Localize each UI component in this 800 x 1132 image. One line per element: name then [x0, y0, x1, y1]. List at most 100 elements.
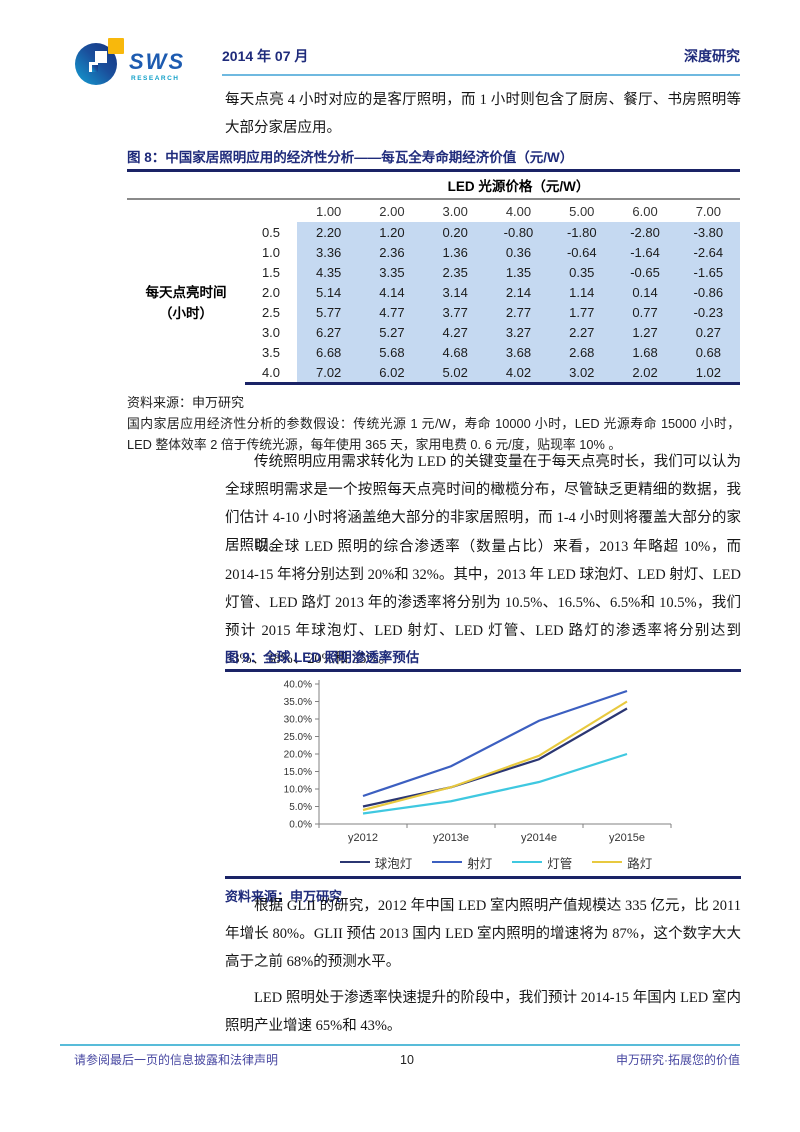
page-number: 10 [400, 1052, 414, 1067]
table-value-cell: 3.77 [423, 302, 487, 322]
table-value-cell: 1.35 [486, 262, 551, 282]
table-hour-label: 1.0 [261, 244, 281, 260]
report-date: 2014 年 07 月 [222, 48, 309, 64]
y-tick-label: 0.0% [289, 820, 312, 831]
table-hour-label: 3.5 [261, 344, 281, 360]
table-value-cell: -0.65 [613, 262, 677, 282]
y-tick-label: 15.0% [284, 767, 312, 778]
logo-text: SWS [129, 49, 185, 74]
table-value-cell: -1.65 [676, 262, 740, 282]
table-value-cell: 3.14 [423, 282, 487, 302]
table-row: 3.5 6.68 5.68 4.68 3.68 2.68 1.68 0.68 [127, 342, 740, 362]
y-tick-label: 35.0% [284, 697, 312, 708]
table-value-cell: 2.14 [486, 282, 551, 302]
figure8-note: 国内家居应用经济性分析的参数假设：传统光源 1 元/W，寿命 10000 小时，… [127, 416, 740, 452]
series-line-射灯 [362, 689, 628, 798]
table-row: 2.0 5.14 4.14 3.14 2.14 1.14 0.14 -0.86 [127, 282, 740, 302]
table-value-cell: 3.68 [486, 342, 551, 362]
penetration-chart: 0.0% 5.0% 10.0% 15.0% 20.0% 25.0% 30.0% 35.0% 40… [281, 676, 711, 853]
table-value-cell: 6.68 [297, 342, 361, 362]
table-hour-label: 4.0 [245, 362, 297, 385]
table-row-group-label: 每天点亮时间 （小时） [127, 222, 245, 384]
figure8-source: 资料来源：申万研究 [127, 395, 245, 410]
x-tick-label: y2015e [609, 832, 645, 844]
table-value-cell: 6.27 [297, 322, 361, 342]
x-tick-label: y2014e [521, 832, 557, 844]
paragraph-glii: 根据 GLII 的研究，2012 年中国 LED 室内照明产值规模达 335 亿… [225, 898, 741, 970]
table-value-cell: 0.68 [676, 342, 740, 362]
table-value-cell: 2.77 [486, 302, 551, 322]
table-value-cell: 2.20 [297, 222, 361, 242]
table-value-cell: 4.68 [423, 342, 487, 362]
chart-canvas: 0.0% 5.0% 10.0% 15.0% 20.0% 25.0% 30.0% 35.0% 40… [284, 680, 672, 844]
table-value-cell: 1.14 [550, 282, 614, 302]
table-column-header: 6.00 [632, 203, 658, 219]
table-empty-corner [127, 199, 297, 222]
table-column-header: 2.00 [379, 203, 405, 219]
table-value-cell: 7.02 [297, 362, 361, 385]
table-value-cell: 5.02 [423, 362, 487, 385]
table-value-cell: 0.35 [550, 262, 614, 282]
chart-legend: 球泡灯 射灯 灯管 路灯 [281, 853, 711, 871]
table-value-cell: 6.02 [360, 362, 424, 385]
table-value-cell: 3.27 [486, 322, 551, 342]
report-type: 深度研究 [684, 48, 740, 64]
footer-rule [60, 1044, 740, 1046]
page-header: 2014 年 07 月 深度研究 [222, 46, 740, 76]
table-value-cell: -2.80 [613, 222, 677, 242]
series-line-球泡灯 [362, 707, 628, 808]
table-group-header-row: LED 光源价格（元/W） [127, 172, 740, 200]
legend-item: 射灯 [432, 853, 492, 872]
paragraph-growth: LED 照明处于渗透率快速提升的阶段中，我们预计 2014-15 年国内 LED… [225, 990, 741, 1034]
footer-disclaimer: 请参阅最后一页的信息披露和法律声明 [74, 1053, 279, 1067]
table-column-header: 7.00 [695, 203, 721, 219]
page-footer: 请参阅最后一页的信息披露和法律声明 10 申万研究·拓展您的价值 [60, 1051, 740, 1068]
legend-swatch [512, 861, 543, 863]
table-value-cell: 2.35 [423, 262, 487, 282]
legend-label: 射灯 [467, 856, 493, 871]
series-line-路灯 [362, 700, 628, 812]
paragraph-penetration: 以全球 LED 照明的综合渗透率（数量占比）来看，2013 年略超 10%，而 … [225, 539, 741, 667]
table-value-cell: -2.64 [676, 242, 740, 262]
logo-subtext: RESEARCH [131, 75, 179, 82]
table-value-cell: -0.86 [676, 282, 740, 302]
table-value-cell: -1.80 [550, 222, 614, 242]
figure8-title: 图 8：中国家居照明应用的经济性分析——每瓦全寿命期经济价值（元/W） [127, 146, 740, 172]
table-value-cell: -0.80 [486, 222, 551, 242]
sws-logo: SWS RESEARCH [72, 34, 190, 93]
table-column-header-row: 1.00 2.00 3.00 4.00 5.00 6.00 7.00 [127, 199, 740, 222]
paragraph-intro: 每天点亮 4 小时对应的是客厅照明，而 1 小时则包含了厨房、餐厅、书房照明等大… [225, 92, 741, 136]
table-value-cell: 5.68 [360, 342, 424, 362]
figure9-block: 图 9：全球 LED 照明渗透率预估 0.0% 5.0% 10.0% 15.0% 20.… [225, 646, 741, 905]
table-value-cell: -0.64 [550, 242, 614, 262]
legend-item: 球泡灯 [339, 853, 412, 872]
table-row: 4.0 7.02 6.02 5.02 4.02 3.02 2.02 1.02 [127, 362, 740, 385]
table-hour-label: 2.5 [261, 304, 281, 320]
table-value-cell: 1.77 [550, 302, 614, 322]
table-value-cell: 2.02 [613, 362, 677, 385]
legend-swatch [339, 861, 370, 863]
figure8-table: LED 光源价格（元/W） 1.00 2.00 3.00 4.00 5.00 6.00 7.… [127, 172, 740, 385]
table-empty-corner [127, 172, 297, 200]
table-value-cell: 2.68 [550, 342, 614, 362]
table-row: 1.5 4.35 3.35 2.35 1.35 0.35 -0.65 -1.65 [127, 262, 740, 282]
table-hour-label: 0.5 [261, 224, 281, 240]
legend-label: 灯管 [547, 856, 573, 871]
footer-slogan: 申万研究·拓展您的价值 [616, 1053, 740, 1067]
table-value-cell: 0.14 [613, 282, 677, 302]
table-value-cell: 1.36 [423, 242, 487, 262]
table-group-header: LED 光源价格（元/W） [297, 172, 740, 200]
y-tick-label: 20.0% [284, 750, 312, 761]
table-value-cell: 1.20 [360, 222, 424, 242]
figure9-title: 图 9：全球 LED 照明渗透率预估 [225, 646, 741, 672]
table-value-cell: 4.77 [360, 302, 424, 322]
row-group-label-line2: （小时） [159, 305, 213, 321]
figure8-block: 图 8：中国家居照明应用的经济性分析——每瓦全寿命期经济价值（元/W） LED … [127, 146, 740, 455]
table-column-header: 1.00 [315, 203, 342, 219]
y-tick-label: 10.0% [284, 785, 312, 796]
table-value-cell: 1.27 [613, 322, 677, 342]
table-value-cell: 0.20 [423, 222, 487, 242]
logo-yellow-square [108, 38, 124, 54]
table-column-header: 5.00 [569, 203, 595, 219]
